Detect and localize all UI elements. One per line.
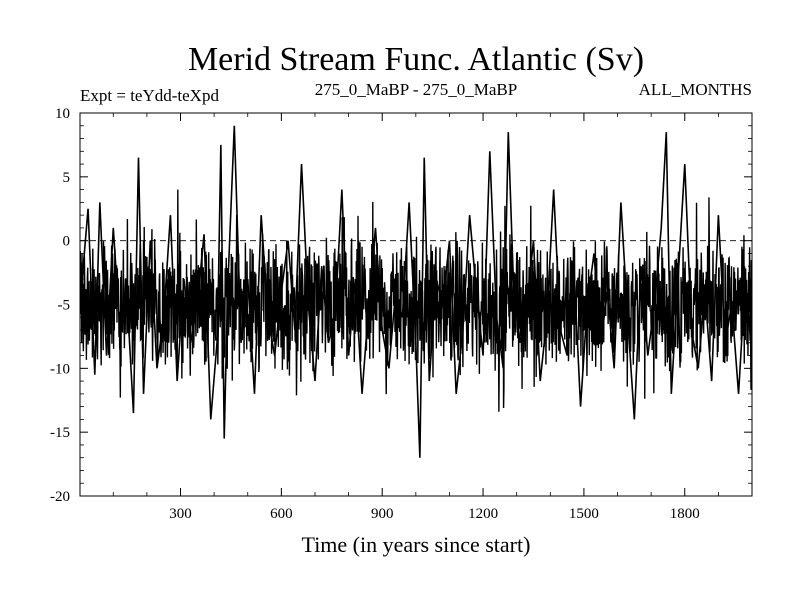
series-line-0 xyxy=(80,125,752,458)
y-tick-label: 5 xyxy=(63,170,71,186)
months-label: ALL_MONTHS xyxy=(639,80,752,99)
y-tick-label: -15 xyxy=(50,425,70,441)
x-axis-label: Time (in years since start) xyxy=(302,532,531,557)
chart-title: Merid Stream Func. Atlantic (Sv) xyxy=(188,41,644,78)
series-texture xyxy=(80,189,752,412)
y-tick-label: -10 xyxy=(50,361,70,377)
y-tick-label: -20 xyxy=(50,489,70,505)
period-label: 275_0_MaBP - 275_0_MaBP xyxy=(315,80,517,99)
x-tick-label: 300 xyxy=(169,506,192,522)
plot-area: 10 5 0 -5 -10 -15 -20 300 600 900 1200 1500 1800 xyxy=(50,106,753,522)
x-tick-label: 900 xyxy=(371,506,394,522)
y-tick-label: -5 xyxy=(58,298,71,314)
x-tick-label: 1200 xyxy=(468,506,498,522)
x-tick-label: 600 xyxy=(270,506,293,522)
x-tick-label: 1800 xyxy=(670,506,700,522)
y-tick-label: 0 xyxy=(63,234,71,250)
x-tick-label: 1500 xyxy=(569,506,599,522)
experiment-label: Expt = teYdd-teXpd xyxy=(80,86,219,105)
y-tick-label: 10 xyxy=(55,106,70,122)
